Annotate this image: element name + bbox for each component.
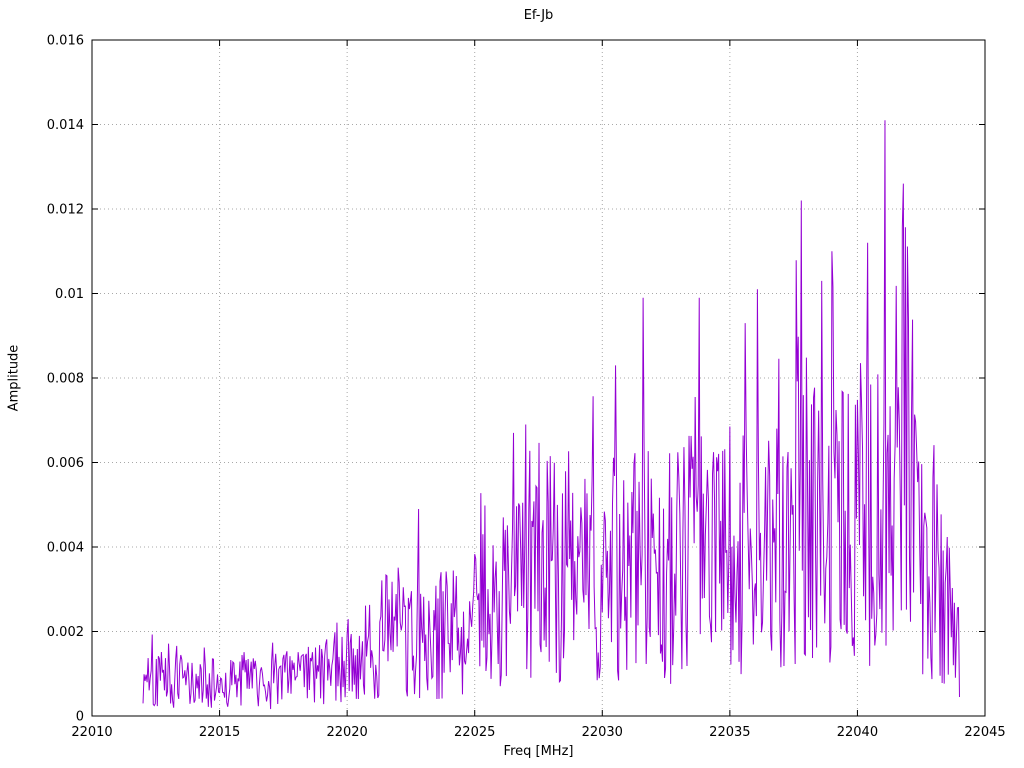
x-tick-label: 22030 xyxy=(582,725,623,740)
y-tick-label: 0.01 xyxy=(55,287,84,302)
x-tick-label: 22035 xyxy=(709,725,750,740)
x-tick-label: 22010 xyxy=(71,725,112,740)
y-tick-label: 0.008 xyxy=(47,372,84,387)
x-tick-label: 22025 xyxy=(454,725,495,740)
plot-border xyxy=(91,39,986,717)
x-tick-label: 22040 xyxy=(837,725,878,740)
y-tick-label: 0.004 xyxy=(47,541,84,556)
x-tick-label: 22015 xyxy=(199,725,240,740)
x-tick-label: 22045 xyxy=(964,725,1005,740)
y-tick-label: 0 xyxy=(76,710,84,725)
y-axis-title: Amplitude xyxy=(6,344,22,412)
spectrum-line xyxy=(142,120,960,710)
y-tick-label: 0.014 xyxy=(47,118,84,133)
x-tick-label: 22020 xyxy=(326,725,367,740)
x-axis-title: Freq [MHz] xyxy=(503,744,574,759)
y-tick-label: 0.006 xyxy=(47,456,84,471)
y-tick-label: 0.002 xyxy=(47,625,84,640)
chart-title: Ef-Jb xyxy=(523,8,554,23)
y-tick-label: 0.012 xyxy=(47,203,84,218)
y-tick-label: 0.016 xyxy=(47,34,84,49)
